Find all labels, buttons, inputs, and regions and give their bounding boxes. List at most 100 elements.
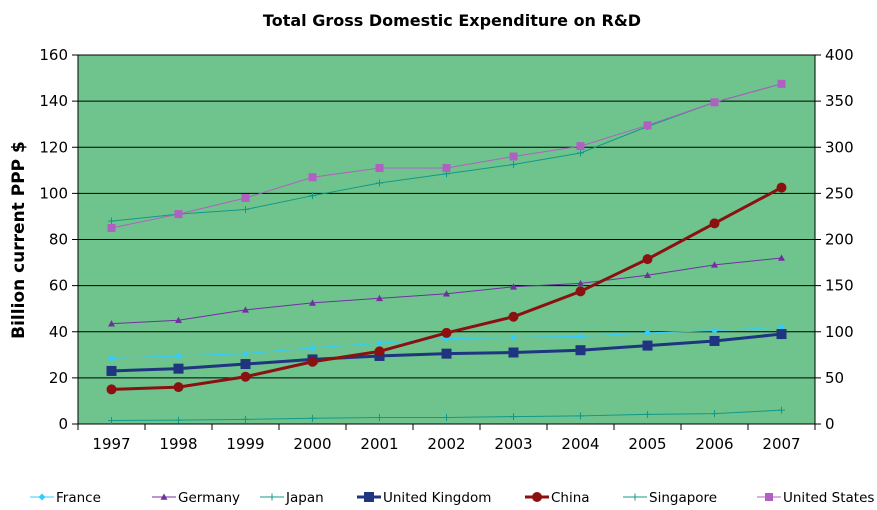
y-tick-label: 160 [39, 46, 68, 64]
data-point [443, 290, 450, 297]
series-united-states [107, 79, 786, 232]
y2-tick-label: 200 [825, 231, 854, 249]
data-point [510, 334, 517, 342]
y2-tick-label: 0 [825, 415, 835, 433]
data-point [375, 164, 384, 173]
data-point [308, 173, 317, 182]
data-point [532, 492, 542, 502]
data-point [778, 406, 785, 414]
x-tick-label: 2000 [293, 435, 331, 453]
y2-tick-label: 300 [825, 138, 854, 156]
data-point [642, 254, 653, 265]
data-point [765, 493, 773, 501]
data-point [309, 299, 316, 306]
legend-item-china[interactable]: China [525, 490, 590, 506]
x-tick-label: 2007 [762, 435, 800, 453]
x-tick-label: 2003 [494, 435, 532, 453]
x-tick-label: 1999 [226, 435, 264, 453]
y2-tick-label: 50 [825, 369, 844, 387]
data-point [175, 316, 182, 324]
data-point [510, 283, 517, 290]
y2-tick-label: 400 [825, 46, 854, 64]
data-point [240, 371, 251, 382]
y-tick-label: 40 [49, 323, 68, 341]
data-point [173, 363, 184, 374]
x-tick-label: 2006 [695, 435, 733, 453]
legend-item-france[interactable]: France [30, 490, 101, 506]
data-point [174, 210, 183, 219]
axes: 0 0 20 50 40 100 60 150 80 200 100 250 120 300 140 350 1… [39, 46, 853, 453]
legend-label: Singapore [649, 490, 717, 506]
data-point [106, 384, 117, 395]
legend-label: Japan [285, 490, 324, 506]
data-point [242, 350, 249, 358]
data-point [709, 218, 720, 229]
data-point [241, 193, 250, 202]
data-point [642, 340, 653, 351]
data-point [442, 164, 451, 173]
y-tick-label: 120 [39, 138, 68, 156]
y-tick-label: 60 [49, 277, 68, 295]
data-point [711, 410, 718, 418]
data-point [240, 359, 251, 370]
y-tick-label: 0 [58, 415, 68, 433]
y-tick-label: 140 [39, 92, 68, 110]
data-point [441, 327, 452, 338]
data-point [575, 345, 586, 356]
data-point [778, 254, 785, 261]
data-point [106, 365, 117, 376]
data-point [307, 356, 318, 367]
data-point [643, 121, 652, 130]
legend-label: France [56, 490, 101, 506]
data-point [577, 279, 584, 287]
data-point [510, 161, 517, 169]
legend-item-united-kingdom[interactable]: United Kingdom [357, 490, 491, 506]
legend-item-singapore[interactable]: Singapore [623, 490, 717, 506]
y-tick-label: 80 [49, 231, 68, 249]
series-china [106, 182, 787, 395]
x-tick-label: 2001 [360, 435, 398, 453]
y2-tick-label: 350 [825, 92, 854, 110]
legend-item-germany[interactable]: Germany [152, 490, 240, 506]
data-point [709, 335, 720, 346]
x-tick-label: 2005 [628, 435, 666, 453]
data-point [777, 79, 786, 88]
data-point [376, 414, 383, 422]
legend[interactable]: France Germany Japan United Kingdom China Sin… [30, 490, 874, 506]
data-point [108, 417, 115, 425]
legend-item-united-states[interactable]: United States [757, 490, 874, 506]
series-france [108, 323, 785, 362]
y-tick-label: 20 [49, 369, 68, 387]
y2-tick-label: 100 [825, 323, 854, 341]
data-point [309, 192, 316, 200]
data-point [160, 493, 168, 500]
legend-item-japan[interactable]: Japan [260, 490, 324, 506]
data-point [309, 414, 316, 422]
data-point [577, 412, 584, 420]
legend-label: United Kingdom [383, 490, 491, 506]
data-point [242, 306, 249, 313]
data-point [577, 149, 584, 157]
series-layer [106, 79, 787, 425]
data-point [776, 329, 787, 340]
data-point [242, 415, 249, 423]
y2-tick-label: 250 [825, 184, 854, 202]
data-point [376, 179, 383, 187]
data-point [443, 414, 450, 422]
data-point [508, 311, 519, 322]
data-point [242, 206, 249, 214]
data-point [107, 223, 116, 232]
legend-label: China [551, 490, 590, 506]
data-point [644, 410, 651, 418]
data-point [175, 352, 182, 360]
legend-label: Germany [178, 490, 240, 506]
data-point [108, 354, 115, 362]
data-point [644, 271, 651, 279]
series-germany [108, 254, 785, 327]
data-point [711, 327, 718, 335]
data-point [778, 323, 785, 331]
data-point [509, 152, 518, 161]
data-point [631, 493, 639, 501]
data-point [711, 261, 718, 268]
